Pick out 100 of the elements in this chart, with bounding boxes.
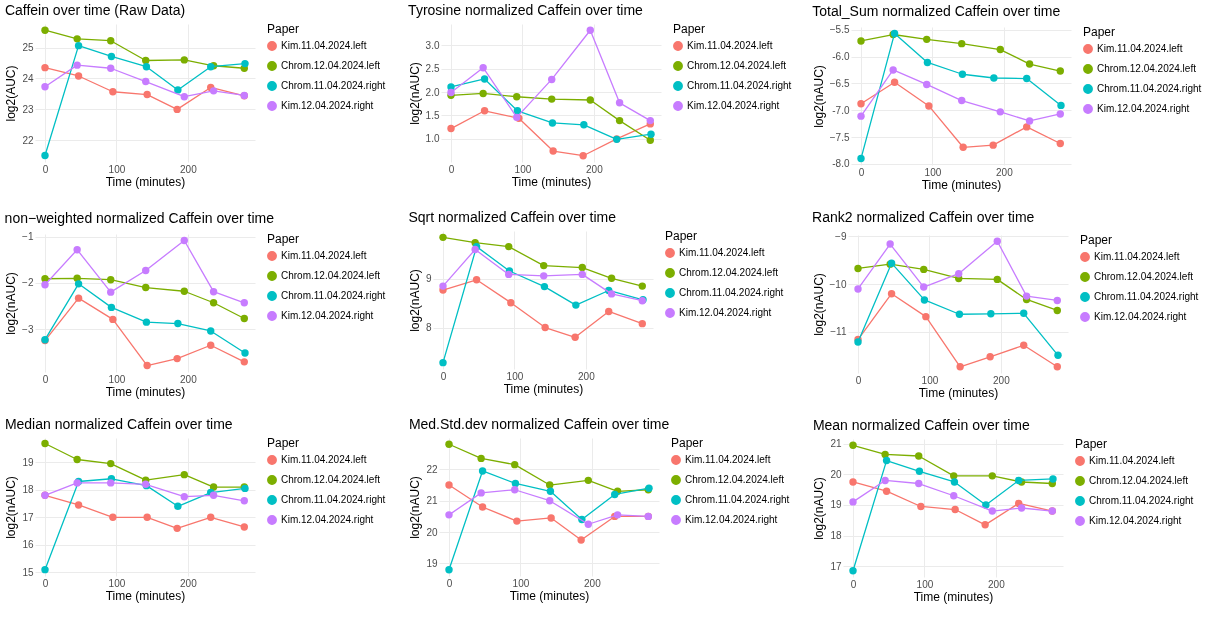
chart-title: Total_Sum normalized Caffein over time <box>812 2 1061 19</box>
x-tick-label: 200 <box>586 163 604 175</box>
x-tick-label: 100 <box>108 577 126 589</box>
legend-label: Kim.11.04.2024.left <box>281 40 367 51</box>
y-tick-label: -6.0 <box>832 51 850 63</box>
x-tick-label: 100 <box>916 578 934 590</box>
x-tick-label: 100 <box>924 166 942 178</box>
x-tick-label: 200 <box>578 370 596 382</box>
y-tick-label: 18 <box>22 484 34 496</box>
legend-title: Paper <box>673 22 706 36</box>
x-tick-label: 200 <box>993 374 1011 386</box>
y-axis-title: log2(nAUC) <box>811 65 826 128</box>
y-tick-label: 24 <box>22 72 34 84</box>
x-tick-label: 100 <box>506 370 524 382</box>
y-tick-label: 2.5 <box>425 63 440 75</box>
x-tick-label: 200 <box>996 166 1014 178</box>
legend-label: Kim.11.04.2024.left <box>679 247 765 258</box>
y-tick-label: 23 <box>22 103 34 115</box>
y-tick-label: 19 <box>830 499 842 511</box>
y-tick-label: −5.5 <box>829 24 850 36</box>
y-tick-label: 2.0 <box>425 86 440 98</box>
y-tick-label: 22 <box>426 463 438 475</box>
x-axis-title: Time (minutes) <box>509 588 590 603</box>
legend-label: Kim.11.04.2024.left <box>281 454 367 465</box>
y-tick-label: -8.0 <box>832 158 850 170</box>
y-tick-label: 3.0 <box>425 39 440 51</box>
legend-label: Chrom.12.04.2024.left <box>281 474 381 485</box>
legend-label: Chrom.12.04.2024.left <box>1094 271 1194 282</box>
legend-label: Kim.11.04.2024.left <box>687 40 773 51</box>
y-tick-label: −2 <box>22 277 34 289</box>
x-tick-label: 0 <box>446 577 453 589</box>
legend-title: Paper <box>267 232 300 246</box>
y-tick-label: −10 <box>829 278 847 290</box>
legend-label: Kim.12.04.2024.right <box>687 100 780 111</box>
x-tick-label: 0 <box>440 370 447 382</box>
x-axis-title: Time (minutes) <box>105 588 186 603</box>
legend-label: Chrom.12.04.2024.left <box>281 270 381 281</box>
x-tick-label: 0 <box>858 166 865 178</box>
legend-title: Paper <box>267 22 300 36</box>
x-tick-label: 0 <box>42 163 49 175</box>
chart-title: Med.Std.dev normalized Caffein over time <box>408 416 670 432</box>
y-tick-label: 22 <box>22 134 34 146</box>
x-axis-title: Time (minutes) <box>503 381 584 396</box>
x-axis-title: Time (minutes) <box>105 384 186 399</box>
legend-label: Chrom.11.04.2024.right <box>1089 495 1194 506</box>
y-tick-label: −3 <box>22 323 34 335</box>
legend-label: Kim.12.04.2024.right <box>1094 311 1187 322</box>
legend-title: Paper <box>1075 437 1108 451</box>
legend-title: Paper <box>1080 233 1113 247</box>
x-tick-label: 0 <box>850 578 857 590</box>
legend-label: Kim.12.04.2024.right <box>281 310 374 321</box>
y-tick-label: −6.5 <box>829 77 850 89</box>
legend-label: Kim.11.04.2024.left <box>281 250 367 261</box>
x-tick-label: 100 <box>514 163 532 175</box>
y-tick-label: −7.5 <box>829 131 850 143</box>
x-tick-label: 100 <box>108 373 126 385</box>
x-tick-label: 200 <box>180 163 198 175</box>
chart-title: Tyrosine normalized Caffein over time <box>408 2 644 18</box>
legend-label: Kim.11.04.2024.left <box>1094 251 1180 262</box>
x-tick-label: 0 <box>42 373 49 385</box>
x-axis-title: Time (minutes) <box>105 174 186 189</box>
x-tick-label: 100 <box>921 374 939 386</box>
legend-title: Paper <box>665 229 698 243</box>
chart-title: Rank2 normalized Caffein over time <box>812 209 1035 226</box>
legend-label: Kim.12.04.2024.right <box>679 307 772 318</box>
y-tick-label: 1.5 <box>425 109 440 121</box>
y-axis-title: log2(nAUC) <box>811 273 826 336</box>
y-tick-label: 20 <box>426 526 438 538</box>
legend-label: Chrom.12.04.2024.left <box>679 267 779 278</box>
y-axis-title: log2(nAUC) <box>408 476 423 539</box>
x-axis-title: Time (minutes) <box>913 589 994 604</box>
legend-label: Chrom.11.04.2024.right <box>281 80 386 91</box>
x-tick-label: 0 <box>448 163 455 175</box>
legend-label: Kim.12.04.2024.right <box>685 514 778 525</box>
legend-label: Chrom.12.04.2024.left <box>687 60 787 71</box>
x-tick-label: 200 <box>988 578 1006 590</box>
y-axis-title: log2(nAUC) <box>407 269 422 332</box>
y-tick-label: 1.0 <box>425 133 440 145</box>
legend-label: Kim.12.04.2024.right <box>1097 103 1190 114</box>
legend-label: Kim.12.04.2024.right <box>1089 515 1182 526</box>
y-tick-label: 15 <box>22 566 34 578</box>
y-tick-label: 21 <box>426 495 438 507</box>
chart-title: Median normalized Caffein over time <box>4 416 233 432</box>
x-tick-label: 200 <box>584 577 602 589</box>
y-tick-label: 18 <box>830 530 842 542</box>
y-tick-label: 16 <box>22 539 34 551</box>
legend-label: Kim.11.04.2024.left <box>1097 43 1183 54</box>
y-tick-label: -7.0 <box>832 104 850 116</box>
y-tick-label: −9 <box>835 230 847 242</box>
legend-label: Kim.12.04.2024.right <box>281 514 374 525</box>
y-tick-label: 17 <box>22 511 34 523</box>
y-tick-label: −1 <box>22 231 34 243</box>
legend-label: Chrom.11.04.2024.right <box>679 287 784 298</box>
chart-title: non−weighted normalized Caffein over time <box>4 209 275 226</box>
chart-title: Mean normalized Caffein over time <box>812 416 1030 433</box>
y-tick-label: 9 <box>425 273 432 285</box>
x-tick-label: 0 <box>855 374 862 386</box>
y-axis-title: log2(nAUC) <box>4 272 19 335</box>
legend-title: Paper <box>267 436 300 450</box>
legend-title: Paper <box>1083 25 1116 39</box>
